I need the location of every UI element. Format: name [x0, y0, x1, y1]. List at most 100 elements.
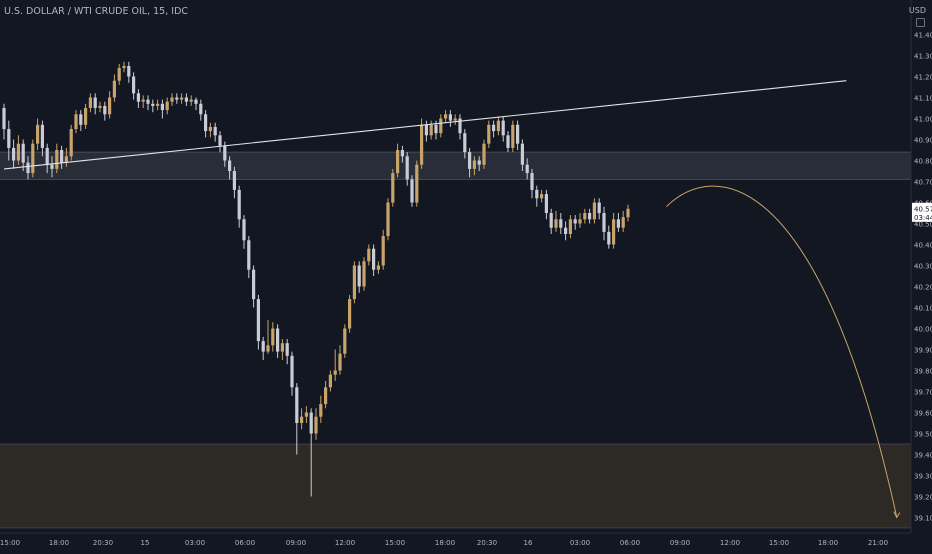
candle-up — [319, 404, 323, 417]
candle-down — [357, 265, 361, 287]
candle-down — [2, 108, 6, 129]
price-tick-label: 39.60 — [914, 410, 932, 418]
candle-up — [444, 114, 448, 119]
price-tick-label: 40.40 — [914, 242, 932, 250]
candle-down — [252, 269, 256, 300]
candle-down — [520, 143, 524, 165]
time-tick-label: 18:00 — [49, 539, 69, 547]
resistance-zone[interactable] — [0, 152, 911, 180]
candle-down — [372, 248, 376, 270]
candle-up — [108, 97, 112, 115]
candle-up — [74, 114, 78, 129]
candle-up — [348, 299, 352, 329]
candle-down — [151, 103, 155, 106]
candle-up — [583, 213, 587, 220]
candle-up — [156, 103, 160, 106]
time-tick-label: 18:00 — [818, 539, 838, 547]
time-tick-label: 09:00 — [670, 539, 690, 547]
price-tick-label: 41.30 — [914, 53, 932, 61]
candle-up — [208, 126, 212, 132]
candle-up — [280, 343, 284, 352]
candle-down — [290, 355, 294, 388]
candle-down — [588, 213, 592, 220]
candle-up — [84, 108, 88, 125]
price-tick-label: 39.90 — [914, 347, 932, 355]
price-tick-label: 40.10 — [914, 305, 932, 313]
candle-down — [516, 124, 520, 144]
price-tick-label: 40.00 — [914, 326, 932, 334]
candle-up — [496, 120, 500, 132]
candle-up — [165, 101, 169, 111]
candle-up — [391, 173, 395, 203]
support-zone[interactable] — [0, 444, 911, 528]
candle-up — [612, 219, 616, 245]
candle-down — [448, 114, 452, 121]
candle-up — [117, 68, 121, 81]
candle-up — [69, 129, 73, 157]
price-tick-label: 41.10 — [914, 95, 932, 103]
candle-down — [103, 105, 107, 115]
candle-down — [93, 97, 97, 108]
candle-up — [386, 202, 390, 237]
time-tick-label: 15 — [141, 539, 150, 547]
candle-down — [213, 126, 217, 136]
candle-down — [616, 219, 620, 228]
candle-down — [45, 147, 49, 165]
price-tick-label: 40.90 — [914, 137, 932, 145]
candle-down — [535, 189, 539, 199]
candle-down — [602, 213, 606, 232]
currency-label: USD — [908, 6, 926, 15]
candle-up — [626, 208, 630, 218]
candle-down — [597, 202, 601, 213]
candle-up — [482, 143, 486, 165]
trendline[interactable] — [3, 80, 847, 170]
candle-down — [544, 194, 548, 213]
candle-down — [127, 66, 131, 77]
candle-up — [420, 124, 424, 165]
candle-down — [40, 124, 44, 148]
candle-down — [477, 160, 481, 165]
candle-up — [64, 156, 68, 163]
candle-up — [170, 97, 174, 102]
candle-down — [237, 189, 241, 220]
gear-icon[interactable] — [916, 18, 925, 27]
candle-up — [578, 219, 582, 224]
candle-down — [276, 328, 280, 352]
candle-up — [98, 105, 102, 108]
candle-up — [314, 416, 318, 434]
candle-down — [573, 219, 577, 224]
candle-up — [189, 99, 193, 102]
candle-down — [218, 135, 222, 146]
candle-down — [160, 103, 164, 111]
candle-up — [367, 248, 371, 262]
candle-down — [199, 103, 203, 115]
candle-up — [122, 66, 126, 69]
candle-up — [415, 164, 419, 203]
candle-down — [50, 164, 54, 169]
candle-down — [247, 240, 251, 270]
candle-up — [621, 217, 625, 228]
candle-up — [511, 124, 515, 148]
candle-up — [55, 150, 59, 169]
candle-down — [232, 171, 236, 190]
time-tick-label: 15:00 — [0, 539, 20, 547]
candle-up — [352, 265, 356, 300]
projection-arrow[interactable] — [666, 185, 898, 518]
candle-up — [429, 124, 433, 136]
candle-down — [21, 143, 25, 163]
candle-down — [458, 118, 462, 134]
candle-up — [266, 345, 270, 352]
candle-down — [60, 150, 64, 163]
candle-down — [242, 219, 246, 241]
last-price-label: 40.57 — [914, 205, 932, 213]
price-tick-label: 41.00 — [914, 116, 932, 124]
candle-down — [79, 114, 83, 125]
price-tick-label: 41.20 — [914, 74, 932, 82]
candle-down — [204, 114, 208, 132]
candle-down — [405, 156, 409, 180]
candle-up — [439, 118, 443, 134]
candle-down — [146, 99, 150, 104]
time-tick-label: 12:00 — [720, 539, 740, 547]
